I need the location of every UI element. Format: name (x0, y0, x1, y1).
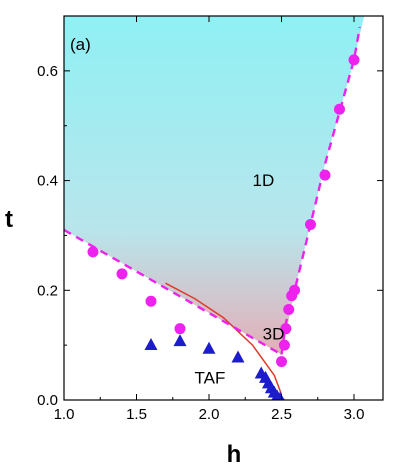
region-label: 3D (263, 325, 285, 344)
x-axis-title: h (227, 441, 242, 468)
y-axis: 0.0 0.2 0.4 0.6 (37, 63, 383, 409)
y-axis-title: t (5, 206, 13, 233)
circle-point (348, 54, 360, 66)
circle-point (145, 295, 157, 307)
x-tick-label: 2.5 (271, 406, 292, 423)
circle-point (174, 323, 186, 335)
panel-label: (a) (70, 35, 91, 54)
shaded-phase-region (64, 16, 365, 355)
circle-series (87, 54, 360, 368)
region-label: TAF (195, 369, 226, 388)
region-label: 1D (253, 171, 275, 190)
circle-point (116, 268, 128, 280)
triangle-point (231, 350, 245, 363)
circle-point (305, 218, 316, 230)
circle-point (87, 246, 99, 258)
triangle-point (275, 391, 285, 400)
y-tick-label: 0.0 (37, 392, 58, 409)
circle-point (278, 339, 290, 351)
y-tick-label: 0.2 (37, 282, 58, 299)
triangle-point (173, 334, 187, 347)
triangle-point (202, 341, 216, 354)
circle-point (319, 169, 331, 181)
crossover-line (165, 282, 283, 395)
circle-point (283, 303, 295, 315)
plot-area (64, 16, 365, 400)
x-axis: 1.0 1.5 2.0 2.5 3.0 (54, 16, 365, 423)
circle-point (334, 103, 345, 115)
x-tick-label: 1.5 (126, 406, 147, 423)
circle-point (280, 323, 292, 335)
x-tick-label: 3.0 (344, 406, 365, 423)
circle-point (289, 284, 301, 296)
x-tick-label: 1.0 (54, 406, 75, 423)
x-tick-label: 2.0 (199, 406, 220, 423)
annotation-group: 1D 3D TAF (195, 171, 285, 387)
y-tick-label: 0.6 (37, 63, 58, 80)
circle-point (276, 356, 287, 368)
y-tick-label: 0.4 (37, 173, 58, 190)
plot-frame (63, 15, 384, 401)
triangle-series (144, 334, 285, 400)
triangle-point (144, 337, 158, 350)
